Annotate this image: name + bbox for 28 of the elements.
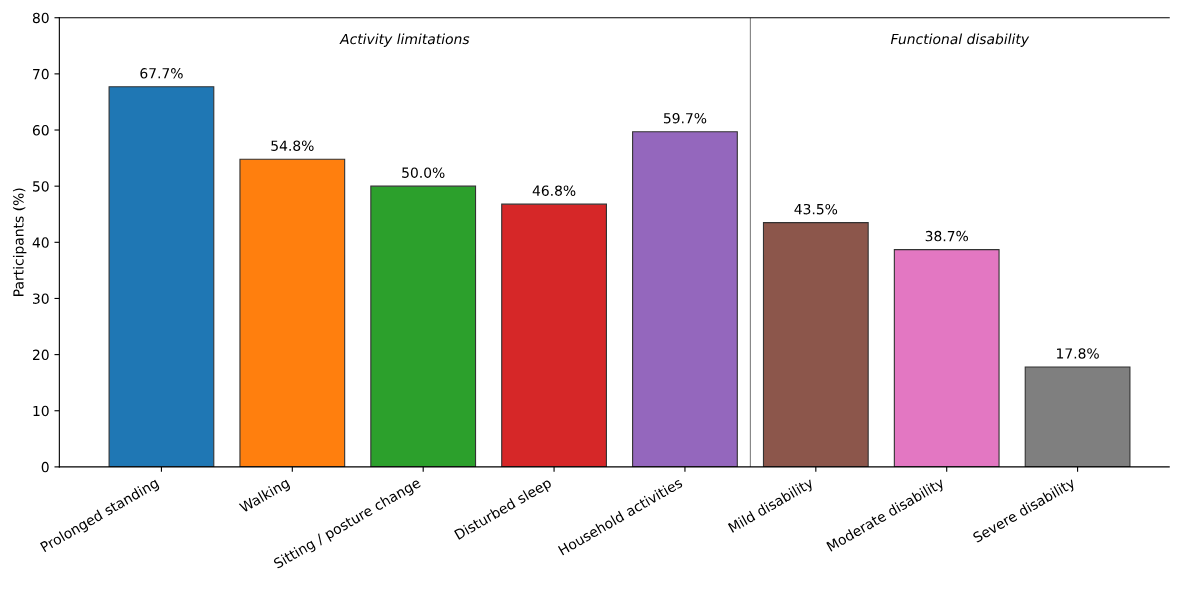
data-label: 38.7% [925,230,968,242]
bar [501,203,607,467]
data-label: 67.7% [140,68,183,79]
y-tick-label: 10 [33,405,49,417]
data-label: 43.5% [794,203,838,215]
y-tick-label: 0 [41,461,49,473]
annotation: Functional disability [890,33,1030,47]
data-label: 54.8% [271,140,314,151]
data-label: 59.7% [663,112,707,124]
bar [632,131,738,467]
bar [1024,366,1131,467]
bar [762,222,869,467]
annotation: Activity limitations [339,33,470,47]
y-tick-label: 70 [33,68,49,80]
y-tick-label: 80 [32,12,49,24]
data-label: 46.8% [532,185,576,196]
y-tick-label: 20 [32,349,49,361]
bar [370,185,477,467]
data-label: 17.8% [1057,348,1099,359]
y-tick-label: 50 [33,181,49,192]
y-tick-label: 30 [33,293,49,304]
y-tick-label: 40 [32,237,49,248]
y-axis-title: Participants (%) [12,188,27,296]
bar [108,86,215,467]
bar [893,249,1000,467]
y-tick-label: 60 [32,124,49,136]
bar [239,158,346,467]
data-label: 50.0% [402,167,445,178]
